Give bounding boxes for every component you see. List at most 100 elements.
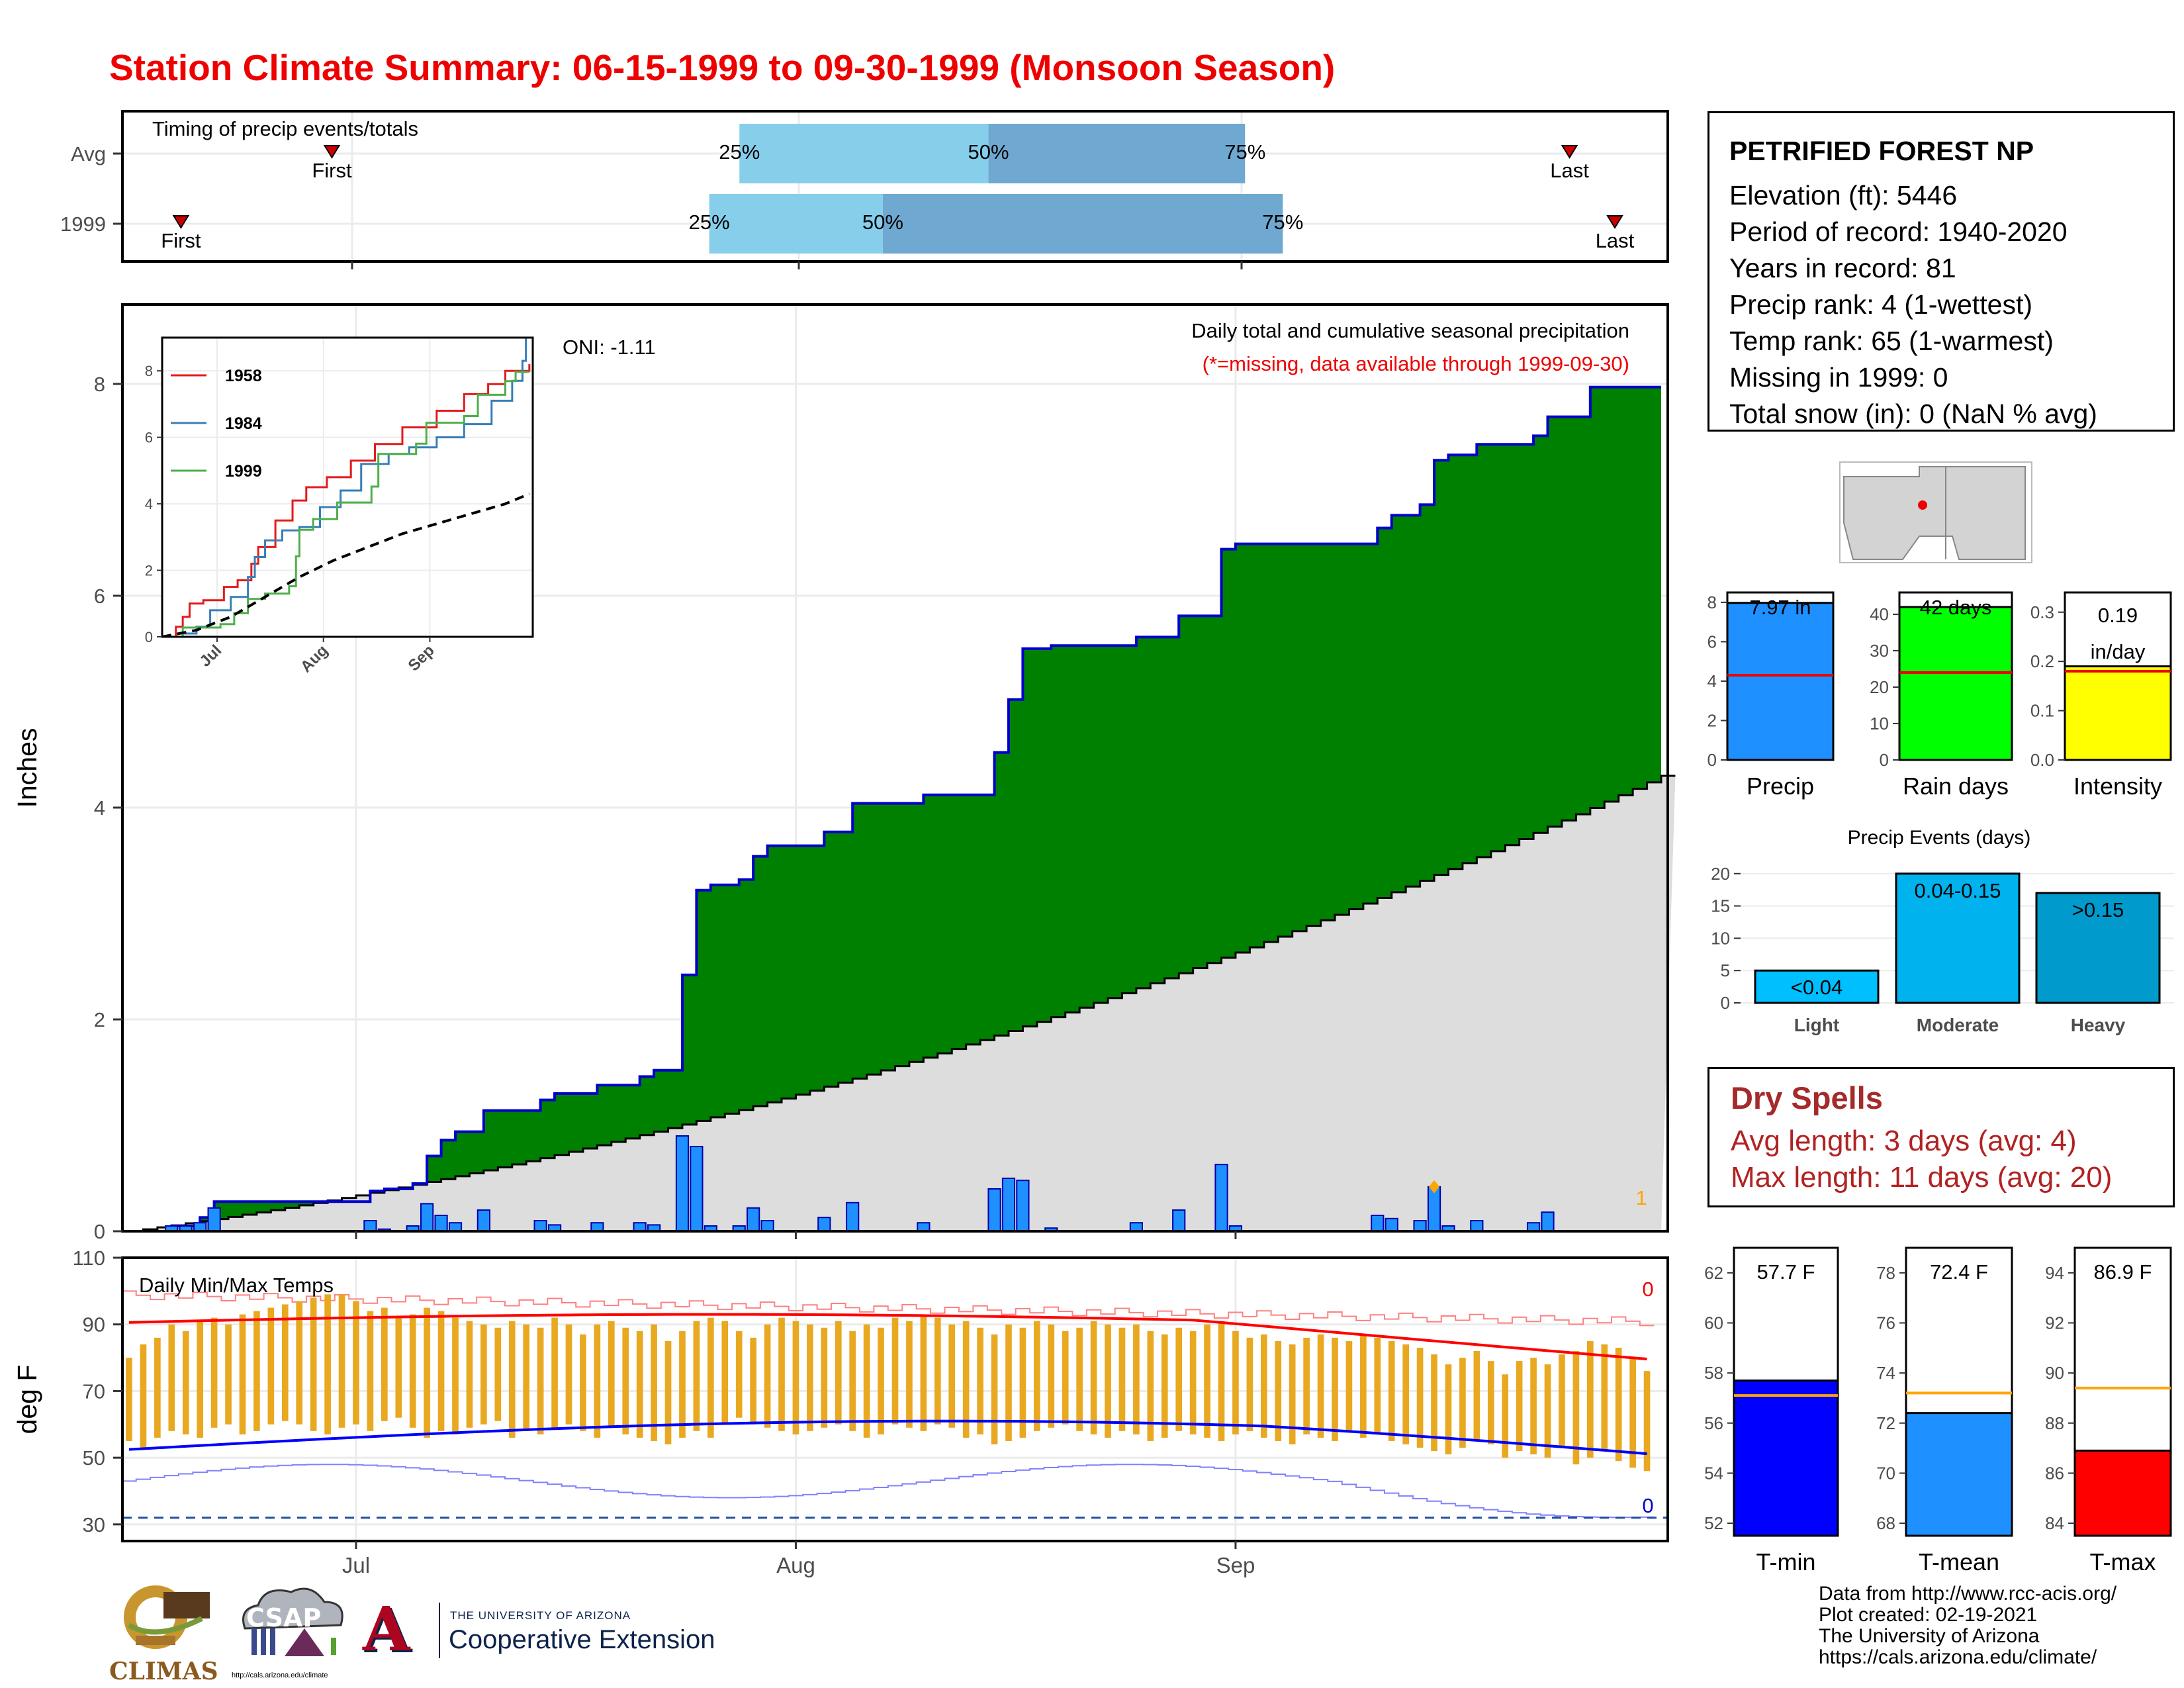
timing-q50-label: 50% [862,211,903,234]
last-event-marker [1606,215,1623,229]
precip-chart-title: Daily total and cumulative seasonal prec… [1191,319,1629,342]
daily-temp-bar [580,1334,586,1431]
daily-temp-bar [1189,1331,1197,1434]
ua-logo: A THE UNIVERSITY OF ARIZONA Cooperative … [363,1593,760,1671]
last-event-label: Last [1550,159,1589,182]
season-y-tick-label: 0 [1707,750,1717,770]
temp-bar-y-tick-label: 54 [1704,1463,1723,1483]
daily-temp-bar [1431,1354,1437,1452]
season-value-label: 7.97 in [1749,596,1811,619]
daily-temp-bar [253,1311,260,1431]
daily-temp-bar [1005,1324,1012,1441]
temp-bar-panel-label: T-mean [1919,1548,1999,1575]
daily-temp-bar [1118,1327,1126,1431]
daily-precip-bar [760,1220,774,1232]
event-category-bar [1895,872,2021,1004]
inset-legend-label: 1958 [225,367,262,385]
events-y-tick-label: 10 [1711,928,1730,948]
timing-q50-label: 50% [968,140,1009,164]
daily-temp-bar [764,1324,771,1428]
daily-temp-bar [210,1317,218,1428]
daily-temp-bar [1147,1331,1154,1441]
inset-lines [162,338,531,637]
footer-line: Plot created: 02-19-2021 [1819,1604,2038,1626]
inset-border [161,336,534,638]
daily-temp-bar [1445,1364,1452,1455]
event-category-value-label: >0.15 [2072,898,2124,921]
daily-temp-bar [1530,1358,1537,1455]
daily-temp-bar [920,1314,927,1431]
daily-precip-bar [1214,1164,1228,1232]
daily-temp-bar [1062,1331,1069,1425]
daily-temp-bar [651,1324,657,1441]
daily-precip-bar [420,1203,434,1233]
daily-precip-bar [207,1207,221,1233]
temp-y-tick-label: 110 [73,1246,105,1270]
temp-y-tick-label: 50 [83,1446,105,1470]
temp-bar-value-label: 57.7 F [1757,1260,1815,1284]
daily-temp-bar [381,1307,388,1421]
daily-temp-bar [1601,1344,1608,1452]
daily-temp-bar [1374,1337,1381,1434]
precip-count-label: 1 [1635,1186,1647,1209]
temp-bar-y-tick-label: 58 [1704,1363,1723,1383]
daily-temp-bar [1487,1361,1494,1444]
daily-temp-bar [1232,1331,1239,1434]
daily-temp-bar [1161,1334,1168,1438]
event-category-value-label: 0.04-0.15 [1915,879,2001,902]
station-missing: Missing in 1999: 0 [1729,362,1948,393]
season-value-label: 42 days [1920,596,1992,619]
timing-q75-label: 75% [1224,140,1265,164]
climas-emblem-icon [124,1585,210,1649]
temp-bar-y-tick-label: 62 [1704,1263,1723,1283]
precip-chart-subtitle: (*=missing, data available through 1999-… [1203,352,1629,375]
daily-temp-bar [1317,1334,1324,1438]
timing-panel-border [121,110,1669,263]
timing-q25-label: 25% [719,140,760,164]
timing-row-label: Avg [71,142,106,165]
csap-url: http://cals.arizona.edu/climate [232,1671,328,1679]
daily-precip-bar [1470,1220,1484,1232]
daily-temp-bar [537,1327,544,1434]
oni-annotation: ONI: -1.11 [563,336,656,359]
daily-precip-bar [817,1217,831,1232]
missing-data-marker [1429,1180,1440,1194]
daily-temp-bar [1260,1334,1267,1438]
season-y-tick-label: 0.0 [2030,750,2054,770]
event-category-bar [2035,892,2161,1004]
daily-temp-bar [1544,1364,1551,1458]
event-category-bar [1754,969,1880,1004]
season-y-tick-label: 0 [1880,750,1889,770]
daily-temp-bar [608,1321,615,1428]
events-y-tick-label: 0 [1721,993,1730,1013]
temp-bar-y-tick-label: 68 [1876,1513,1895,1533]
ua-small-text: THE UNIVERSITY OF ARIZONA [450,1609,631,1622]
avg-max-temp-line [128,1313,1647,1361]
avg-min-temp-line [128,1419,1647,1456]
daily-temp-bar [494,1327,502,1421]
ua-extension-text: Cooperative Extension [449,1625,715,1654]
temp-bar-y-tick-label: 70 [1876,1463,1895,1483]
season-y-tick-label: 0.1 [2030,701,2054,721]
timing-row-label: 1999 [60,212,106,236]
daily-temp-bar [126,1358,132,1441]
first-event-label: First [161,229,201,252]
daily-precip-bar [1001,1178,1016,1232]
season-y-tick-label: 10 [1870,714,1889,733]
daily-temp-bar [225,1324,232,1425]
temp-bar-y-tick-label: 94 [2045,1263,2064,1283]
temp-bar-value [1733,1379,1839,1537]
daily-temp-bar [1473,1350,1480,1441]
daily-temp-bar [821,1327,828,1428]
season-value-bar [1898,606,2013,761]
inset-y-tick-label: 6 [145,430,153,446]
inset-bg [162,338,533,637]
season-value-unit: in/day [2091,640,2146,663]
temp-bar-y-tick-label: 78 [1876,1263,1895,1283]
station-years: Years in record: 81 [1729,253,1956,283]
daily-temp-bar [1416,1347,1424,1448]
temp-bar-value-label: 72.4 F [1930,1260,1988,1284]
season-y-tick-label: 30 [1870,641,1889,661]
temp-panel-border [121,1256,1669,1542]
daily-temp-bar [168,1324,175,1431]
